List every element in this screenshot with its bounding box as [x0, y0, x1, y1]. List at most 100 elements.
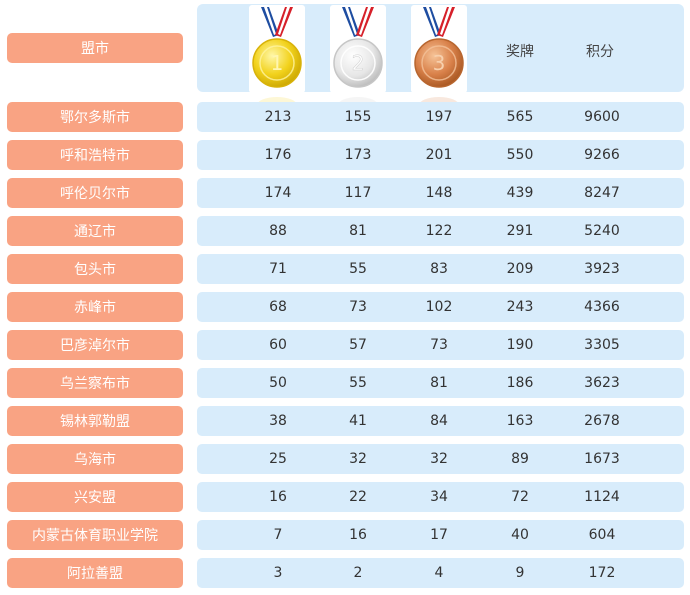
- bronze-count: 17: [430, 527, 448, 543]
- bronze-count: 148: [425, 185, 453, 201]
- medals-count: 209: [506, 261, 534, 277]
- bronze-count: 34: [430, 489, 448, 505]
- row-bar: [197, 102, 684, 132]
- score-count: 1673: [584, 451, 620, 467]
- city-column-header: 盟市: [7, 33, 183, 63]
- city-name: 锡林郭勒盟: [7, 406, 183, 436]
- city-name: 呼和浩特市: [7, 140, 183, 170]
- silver-medal-icon: 2: [330, 5, 386, 113]
- silver-count: 57: [349, 337, 367, 353]
- silver-count: 41: [349, 413, 367, 429]
- score-count: 4366: [584, 299, 620, 315]
- silver-count: 16: [349, 527, 367, 543]
- medals-count: 89: [511, 451, 529, 467]
- bronze-count: 73: [430, 337, 448, 353]
- city-name: 乌海市: [7, 444, 183, 474]
- bronze-count: 32: [430, 451, 448, 467]
- medals-count: 565: [506, 109, 534, 125]
- bronze-number: 3: [433, 51, 446, 75]
- gold-count: 3: [273, 565, 283, 581]
- table-row: 巴彦淖尔市 60 57 73 190 3305: [0, 330, 690, 360]
- row-bar: [197, 368, 684, 398]
- silver-count: 22: [349, 489, 367, 505]
- table-row: 阿拉善盟 3 2 4 9 172: [0, 558, 690, 588]
- bronze-count: 84: [430, 413, 448, 429]
- city-name: 内蒙古体育职业学院: [7, 520, 183, 550]
- silver-count: 155: [344, 109, 372, 125]
- city-name: 包头市: [7, 254, 183, 284]
- silver-count: 55: [349, 261, 367, 277]
- table-row: 呼和浩特市 176 173 201 550 9266: [0, 140, 690, 170]
- score-column-header: 积分: [586, 44, 614, 60]
- gold-count: 174: [264, 185, 292, 201]
- medals-count: 72: [511, 489, 529, 505]
- table-row: 通辽市 88 81 122 291 5240: [0, 216, 690, 246]
- table-row: 呼伦贝尔市 174 117 148 439 8247: [0, 178, 690, 208]
- score-count: 3305: [584, 337, 620, 353]
- bronze-count: 122: [425, 223, 453, 239]
- row-bar: [197, 140, 684, 170]
- header-panel: 1 2 3 奖牌 积分: [197, 4, 684, 113]
- bronze-count: 102: [425, 299, 453, 315]
- table-row: 锡林郭勒盟 38 41 84 163 2678: [0, 406, 690, 436]
- row-bar: [197, 330, 684, 360]
- row-bar: [197, 520, 684, 550]
- score-count: 9600: [584, 109, 620, 125]
- gold-count: 88: [269, 223, 287, 239]
- row-bar: [197, 406, 684, 436]
- gold-count: 176: [264, 147, 292, 163]
- medals-count: 550: [506, 147, 534, 163]
- city-name: 鄂尔多斯市: [7, 102, 183, 132]
- gold-count: 60: [269, 337, 287, 353]
- score-count: 3923: [584, 261, 620, 277]
- score-count: 5240: [584, 223, 620, 239]
- medals-count: 40: [511, 527, 529, 543]
- bronze-count: 83: [430, 261, 448, 277]
- gold-count: 38: [269, 413, 287, 429]
- silver-count: 173: [344, 147, 372, 163]
- bronze-count: 197: [425, 109, 453, 125]
- score-count: 8247: [584, 185, 620, 201]
- score-count: 172: [588, 565, 616, 581]
- gold-count: 50: [269, 375, 287, 391]
- score-count: 1124: [584, 489, 620, 505]
- bronze-medal-icon: 3: [411, 5, 467, 113]
- medals-count: 291: [506, 223, 534, 239]
- silver-count: 73: [349, 299, 367, 315]
- table-row: 内蒙古体育职业学院 7 16 17 40 604: [0, 520, 690, 550]
- row-bar: [197, 254, 684, 284]
- score-count: 2678: [584, 413, 620, 429]
- silver-number: 2: [352, 51, 365, 75]
- row-bar: [197, 558, 684, 588]
- gold-count: 213: [264, 109, 292, 125]
- row-bar: [197, 292, 684, 322]
- city-name: 乌兰察布市: [7, 368, 183, 398]
- medals-count: 190: [506, 337, 534, 353]
- medals-column-header: 奖牌: [506, 44, 534, 60]
- table-row: 赤峰市 68 73 102 243 4366: [0, 292, 690, 322]
- medals-count: 243: [506, 299, 534, 315]
- medals-count: 9: [515, 565, 525, 581]
- row-bar: [197, 482, 684, 512]
- table-row: 鄂尔多斯市 213 155 197 565 9600: [0, 102, 690, 132]
- silver-count: 32: [349, 451, 367, 467]
- medals-count: 163: [506, 413, 534, 429]
- gold-count: 7: [273, 527, 283, 543]
- gold-number: 1: [271, 51, 284, 75]
- row-bar: [197, 444, 684, 474]
- silver-count: 81: [349, 223, 367, 239]
- table-row: 兴安盟 16 22 34 72 1124: [0, 482, 690, 512]
- city-name: 阿拉善盟: [7, 558, 183, 588]
- medals-count: 439: [506, 185, 534, 201]
- table-row: 乌海市 25 32 32 89 1673: [0, 444, 690, 474]
- city-name: 兴安盟: [7, 482, 183, 512]
- city-name: 呼伦贝尔市: [7, 178, 183, 208]
- silver-count: 55: [349, 375, 367, 391]
- bronze-count: 4: [434, 565, 444, 581]
- table-row: 包头市 71 55 83 209 3923: [0, 254, 690, 284]
- row-bar: [197, 216, 684, 246]
- silver-count: 2: [353, 565, 363, 581]
- score-count: 9266: [584, 147, 620, 163]
- city-name: 赤峰市: [7, 292, 183, 322]
- score-count: 604: [588, 527, 616, 543]
